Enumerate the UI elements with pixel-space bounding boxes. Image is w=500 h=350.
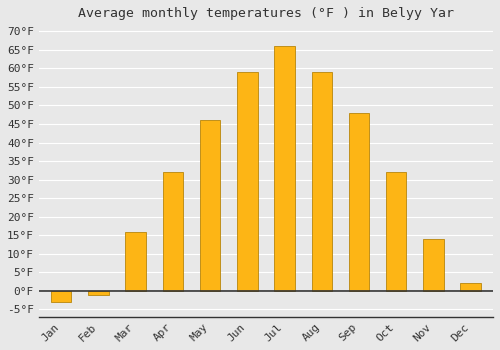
Bar bbox=[349, 113, 370, 291]
Bar bbox=[423, 239, 444, 291]
Bar bbox=[274, 46, 295, 291]
Title: Average monthly temperatures (°F ) in Belyy Yar: Average monthly temperatures (°F ) in Be… bbox=[78, 7, 454, 20]
Bar bbox=[200, 120, 220, 291]
Bar bbox=[51, 291, 72, 302]
Bar bbox=[126, 232, 146, 291]
Bar bbox=[162, 172, 183, 291]
Bar bbox=[237, 72, 258, 291]
Bar bbox=[460, 284, 481, 291]
Bar bbox=[312, 72, 332, 291]
Bar bbox=[88, 291, 108, 295]
Bar bbox=[386, 172, 406, 291]
